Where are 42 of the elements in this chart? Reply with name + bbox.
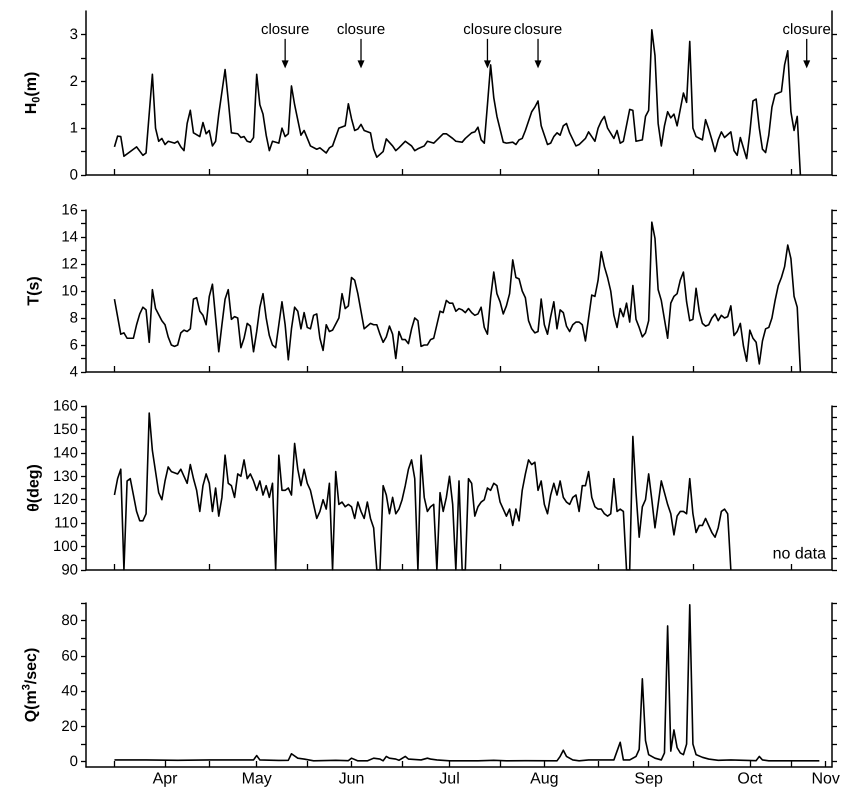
y-tick-label: 150	[52, 420, 78, 438]
y-tick-label: 40	[61, 682, 78, 700]
ref-line-label: closure	[463, 20, 512, 38]
y-tick-label: 2	[70, 72, 78, 90]
x-tick-label: Oct	[737, 770, 763, 788]
y-tick-label: 80	[61, 612, 78, 630]
ref-line-label: closure	[782, 20, 831, 38]
x-tick-label: Jun	[338, 770, 364, 788]
y-tick-label: 16	[61, 202, 78, 218]
x-tick-label: May	[242, 770, 272, 788]
y-tick-label: 0	[70, 753, 78, 770]
x-tick-label: Jul	[439, 770, 460, 788]
y-tick-label: 110	[54, 514, 78, 532]
y-axis-title: Q(m3/sec)	[20, 648, 40, 722]
y-tick-label: 3	[70, 26, 78, 43]
x-tick-label: Aug	[530, 770, 559, 788]
y-tick-label: 160	[52, 398, 78, 414]
y-tick-label: 10	[61, 282, 78, 300]
ref-line-label: closure	[514, 20, 562, 38]
y-tick-label: 4	[70, 364, 78, 380]
y-tick-label: 140	[52, 444, 78, 462]
x-tick-label: Nov	[811, 770, 840, 788]
y-tick-label: 1	[70, 120, 78, 137]
y-tick-label: 100	[52, 538, 78, 556]
x-tick-label: Sep	[634, 770, 663, 788]
annotation: no data	[772, 546, 826, 562]
x-tick-label: Apr	[152, 770, 178, 788]
y-tick-label: 130	[52, 468, 78, 485]
y-tick-label: 12	[61, 256, 78, 272]
y-tick-label: 14	[61, 228, 78, 246]
y-tick-label: 20	[61, 718, 78, 735]
y-tick-label: 0	[70, 166, 78, 184]
y-tick-label: 120	[52, 491, 78, 508]
y-tick-label: 6	[70, 336, 78, 354]
y-tick-label: 60	[61, 647, 78, 664]
ref-line-label: closure	[260, 20, 310, 38]
y-axis-title: T(s)	[26, 276, 42, 306]
y-tick-label: 8	[70, 310, 78, 326]
y-axis-title: H0(m)	[23, 72, 42, 114]
y-tick-label: 90	[61, 562, 78, 578]
ref-line-label: closure	[336, 20, 386, 38]
y-axis-title: θ(deg)	[26, 464, 42, 512]
